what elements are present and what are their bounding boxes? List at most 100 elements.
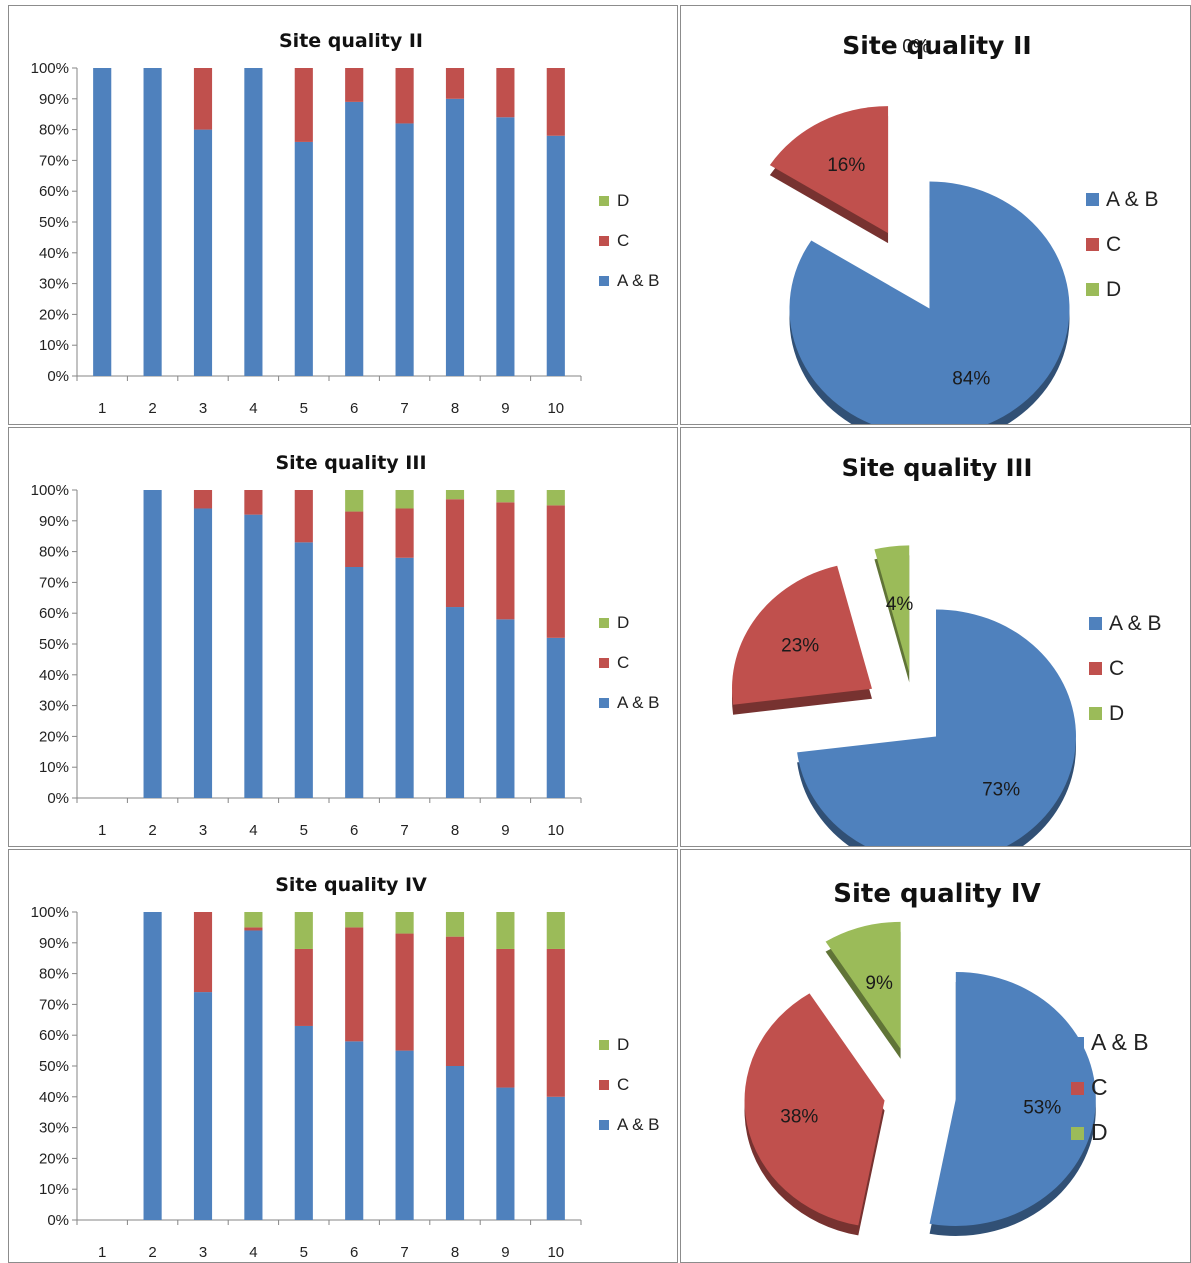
bar-segment-d (546, 490, 565, 506)
legend-swatch (1086, 283, 1099, 296)
x-tick-label: 10 (547, 400, 564, 417)
x-tick-label: 7 (400, 822, 408, 839)
pie-slice-ab (797, 609, 1076, 846)
bar-segment-c (294, 948, 313, 1026)
bar-segment-c (345, 927, 364, 1042)
x-tick-label: 10 (547, 1244, 564, 1261)
y-tick-label: 40% (39, 1089, 69, 1106)
legend-swatch (1089, 662, 1102, 675)
bar-segment-ab (244, 930, 263, 1220)
pie-slice-top (789, 181, 1070, 424)
bar-segment-ab (193, 992, 213, 1220)
bar-segment-c (445, 68, 465, 99)
x-tick-label: 10 (547, 822, 564, 839)
bar-segment-c (244, 927, 263, 931)
y-tick-label: 30% (39, 698, 69, 715)
y-tick-label: 60% (39, 605, 69, 622)
x-tick-label: 6 (350, 1244, 358, 1261)
pie-slice-top (744, 993, 885, 1226)
pie-data-label: 38% (780, 1106, 818, 1127)
x-tick-label: 1 (98, 1244, 106, 1261)
bar-segment-ab (294, 542, 313, 798)
x-tick-label: 7 (400, 400, 408, 417)
x-tick-label: 8 (451, 822, 459, 839)
bar-segment-c (244, 490, 263, 515)
x-tick-label: 4 (249, 1244, 257, 1261)
y-tick-label: 90% (39, 935, 69, 952)
chart-title: Site quality III (842, 454, 1033, 482)
bar-segment-ab (294, 141, 313, 376)
x-tick-label: 5 (300, 822, 308, 839)
bar-segment-c (395, 508, 414, 558)
legend-label: D (617, 191, 629, 210)
bar-segment-c (445, 499, 465, 608)
x-tick-label: 9 (501, 822, 509, 839)
pie-slice-top (929, 971, 1096, 1226)
bar-segment-c (193, 912, 213, 993)
pie-slice-top (797, 609, 1076, 846)
y-tick-label: 100% (31, 482, 69, 499)
x-tick-label: 9 (501, 400, 509, 417)
x-tick-label: 8 (451, 1244, 459, 1261)
bar-segment-ab (345, 567, 364, 798)
bar-segment-c (546, 505, 565, 638)
bar-segment-d (345, 912, 364, 928)
y-tick-label: 40% (39, 667, 69, 684)
bar-segment-d (345, 490, 364, 512)
legend-label: D (1109, 702, 1124, 725)
bar-segment-ab (244, 68, 263, 376)
legend-label: C (617, 1075, 629, 1094)
bar-segment-ab (546, 1096, 565, 1220)
pie-chart-site-quality-ii: Site quality II 84% 16% 0% A & B CD (769, 31, 1159, 424)
bar-segment-c (395, 68, 414, 124)
y-tick-label: 100% (31, 904, 69, 921)
bar-segment-ab (496, 619, 515, 798)
bar-segment-ab (143, 490, 162, 798)
bar-segment-ab (395, 123, 414, 376)
bar-segment-d (395, 912, 414, 934)
y-tick-label: 80% (39, 544, 69, 561)
x-tick-label: 9 (501, 1244, 509, 1261)
chart-title: Site quality III (275, 452, 426, 474)
y-tick-label: 70% (39, 574, 69, 591)
bar-segment-d (445, 490, 465, 500)
legend-swatch (599, 196, 609, 206)
bar-segment-c (345, 511, 364, 567)
bar-segment-c (294, 490, 313, 543)
pie-data-label: 0% (902, 37, 930, 58)
y-tick-label: 80% (39, 966, 69, 983)
legend-label: D (1106, 278, 1121, 301)
y-tick-label: 20% (39, 728, 69, 745)
pie-data-label: 16% (827, 155, 865, 176)
pie-data-label: 9% (865, 973, 893, 994)
legend-swatch (599, 1080, 609, 1090)
y-tick-label: 30% (39, 276, 69, 293)
x-tick-label: 3 (199, 1244, 207, 1261)
legend-label: A & B (617, 271, 660, 290)
legend-label: D (617, 613, 629, 632)
y-tick-label: 80% (39, 122, 69, 139)
y-tick-label: 70% (39, 152, 69, 169)
bar-segment-ab (546, 637, 565, 798)
legend-label: D (617, 1035, 629, 1054)
legend-swatch (599, 658, 609, 668)
y-tick-label: 70% (39, 996, 69, 1013)
bar-panel-site-quality-iii: Site quality III 0% 10% 20% 30% 40% 50% 60% 70% 8… (8, 427, 678, 847)
legend-label: A & B (1091, 1029, 1149, 1055)
legend-swatch (599, 1120, 609, 1130)
bar-segment-d (496, 490, 515, 503)
pie-chart-site-quality-iv: Site quality IV 53% 38% 9% A & B CD (744, 879, 1149, 1236)
y-tick-label: 60% (39, 1027, 69, 1044)
bar-segment-ab (445, 607, 465, 798)
bar-segment-c (193, 68, 213, 130)
bar-segment-ab (546, 135, 565, 376)
bar-panel-site-quality-ii: Site quality II 0% 10% 20% 30% 40% 50% 60% 70% 80… (8, 5, 678, 425)
pie-chart-site-quality-iii: Site quality III 73% 23% 4% A & B CD (731, 454, 1162, 846)
x-tick-label: 8 (451, 400, 459, 417)
chart-title: Site quality IV (833, 879, 1040, 909)
legend-swatch (599, 1040, 609, 1050)
bar-segment-c (496, 68, 515, 118)
pie-data-label: 4% (886, 594, 914, 615)
bar-segment-d (445, 912, 465, 937)
bar-segment-ab (143, 68, 162, 376)
